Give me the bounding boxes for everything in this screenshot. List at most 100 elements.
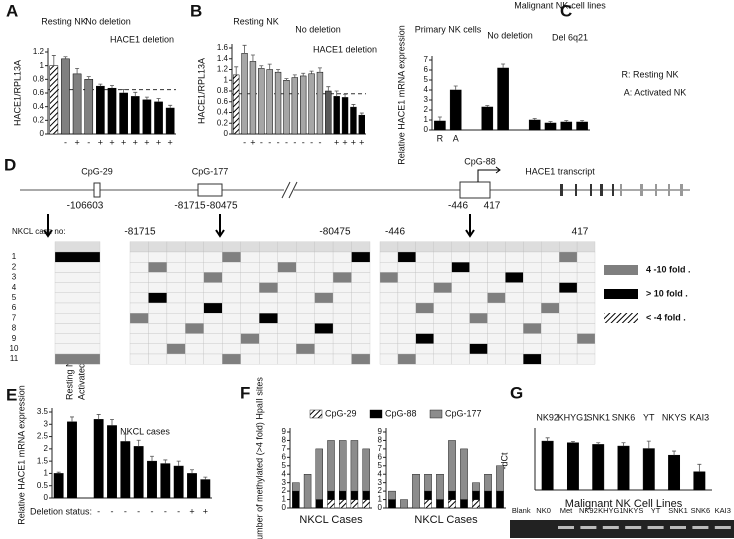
table-cell <box>576 313 596 324</box>
bar <box>316 71 324 135</box>
table-cell <box>576 292 596 304</box>
table-cell <box>541 241 560 253</box>
y-tick-label: 3 <box>282 478 287 487</box>
table-cell <box>397 262 416 273</box>
panel-label: D <box>4 155 16 174</box>
table-cell <box>277 241 297 253</box>
panel-label: E <box>6 385 17 404</box>
table-cell <box>433 313 452 324</box>
legend-swatch <box>604 313 638 323</box>
table-cell <box>148 251 168 263</box>
table-cell <box>576 251 596 263</box>
table-cell <box>379 302 399 314</box>
position-label: -81715 <box>174 201 206 212</box>
y-tick-label: 5 <box>378 461 383 470</box>
error-bar <box>86 76 91 80</box>
table-cell <box>259 251 278 263</box>
bar <box>258 68 265 135</box>
category-label: - <box>285 137 288 147</box>
table-cell <box>351 302 371 314</box>
bar <box>49 65 59 135</box>
panel-label: C <box>560 1 572 20</box>
y-tick-label: 5 <box>424 75 429 84</box>
category-label: + <box>351 137 356 147</box>
bar <box>283 80 290 135</box>
category-label: NKYS <box>662 412 687 422</box>
category-label: - <box>302 137 305 147</box>
annotation: Resting NK <box>64 354 74 400</box>
panel-label: A <box>6 1 18 20</box>
table-cell <box>332 241 352 253</box>
bar <box>72 73 82 135</box>
bar <box>481 106 494 131</box>
table-cell <box>523 302 542 314</box>
table-cell <box>203 292 223 304</box>
table-cell <box>148 343 168 355</box>
table-cell <box>505 241 524 253</box>
table-cell <box>523 241 542 253</box>
error-bar <box>453 85 458 90</box>
error-bar <box>110 85 114 89</box>
table-cell <box>576 343 596 355</box>
table-cell <box>433 323 452 334</box>
table-cell <box>203 353 223 365</box>
annotation: A: Activated NK <box>624 87 687 97</box>
error-bar <box>51 55 56 66</box>
legend-label: CpG-88 <box>385 408 417 418</box>
error-bar <box>343 93 348 98</box>
bar-segment <box>315 499 323 509</box>
table-cell <box>240 272 260 283</box>
table-cell <box>487 302 506 314</box>
tss-arrow <box>477 166 501 182</box>
y-tick-label: 0.8 <box>217 86 229 95</box>
error-bar <box>326 86 331 91</box>
table-cell <box>505 262 524 273</box>
table-cell <box>296 272 315 283</box>
y-tick-label: 1.4 <box>217 54 229 63</box>
table-cell <box>314 353 334 365</box>
table-cell <box>185 251 204 263</box>
table-cell <box>277 343 297 355</box>
bar <box>130 96 140 135</box>
bar-segment <box>424 474 432 492</box>
table-cell <box>541 323 560 334</box>
table-cell <box>314 241 334 253</box>
table-cell <box>433 353 452 365</box>
position-label: 417 <box>484 201 501 212</box>
table-cell <box>559 323 578 334</box>
table-cell <box>54 323 101 334</box>
table-cell <box>296 282 315 293</box>
table-cell <box>433 333 452 344</box>
y-axis-label: Relative HACE1 mRNA expression <box>16 385 26 525</box>
bar <box>187 473 197 499</box>
table-cell <box>54 353 101 365</box>
case-number: 8 <box>12 324 17 333</box>
table-cell <box>185 272 204 283</box>
table-cell <box>415 251 434 263</box>
y-axis-label: HACE1/RPL13A <box>196 58 206 124</box>
table-head: -81715 <box>124 227 156 238</box>
table-cell <box>559 313 578 324</box>
table-cell <box>523 282 542 293</box>
table-cell <box>576 262 596 273</box>
table-cell <box>166 333 186 344</box>
table-cell <box>332 292 352 304</box>
table-cell <box>451 262 470 273</box>
table-cell <box>469 353 488 365</box>
table-cell <box>277 333 297 344</box>
error-bar <box>70 416 74 422</box>
error-bar <box>485 105 490 107</box>
error-bar <box>176 460 181 467</box>
table-cell <box>433 282 452 293</box>
table-cell <box>451 272 470 283</box>
error-bar <box>250 54 255 62</box>
category-label: - <box>64 137 67 147</box>
error-bar <box>501 63 506 68</box>
break-marks <box>281 181 298 199</box>
y-tick-label: 0 <box>40 129 45 138</box>
y-tick-label: 9 <box>282 427 287 436</box>
gel-band <box>692 526 709 529</box>
table-cell <box>185 323 204 334</box>
category-label: + <box>189 506 194 516</box>
table-cell <box>523 262 542 273</box>
